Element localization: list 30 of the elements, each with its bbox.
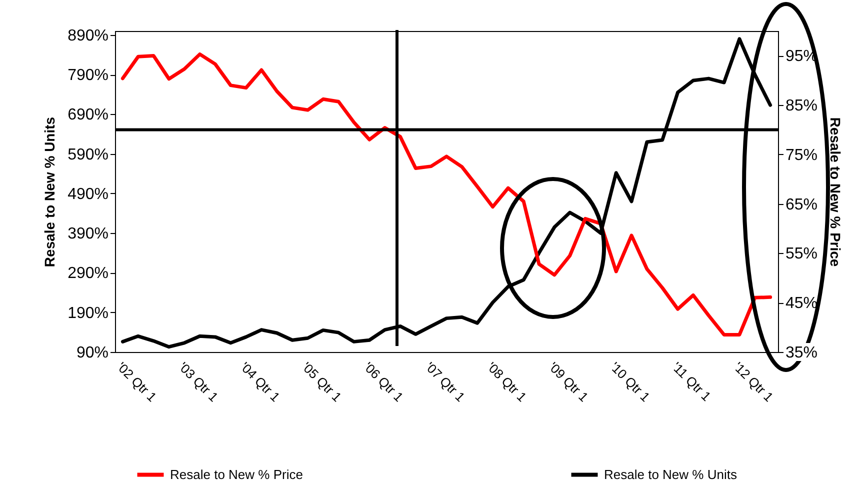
x-tick-label: '12 Qtr 1 — [730, 359, 776, 405]
y2-tick-label: 65% — [786, 196, 818, 214]
x-tick-label: '07 Qtr 1 — [422, 359, 468, 405]
x-tick-label: '06 Qtr 1 — [360, 359, 406, 405]
y-tick-label: 790% — [68, 67, 108, 84]
y-tick-label: 890% — [68, 27, 108, 44]
y-tick-label: 90% — [76, 344, 108, 362]
x-tick-label: '09 Qtr 1 — [546, 359, 592, 405]
x-tick-label: '02 Qtr 1 — [114, 359, 160, 405]
legend-label: Resale to New % Units — [604, 466, 738, 482]
y2-tick-label: 35% — [786, 344, 818, 362]
y2-tick-label: 45% — [786, 295, 818, 312]
y2-axis-title: Resale to New % Price — [828, 117, 844, 267]
x-tick-label: '10 Qtr 1 — [607, 359, 653, 405]
y-tick-label: 690% — [68, 106, 108, 124]
legend-label: Resale to New % Price — [170, 466, 303, 482]
y-tick-label: 290% — [68, 265, 108, 282]
y-tick-label: 190% — [68, 304, 108, 322]
x-tick-label: '03 Qtr 1 — [176, 359, 222, 405]
x-tick-label: '11 Qtr 1 — [669, 359, 714, 404]
y2-tick-label: 75% — [786, 146, 818, 164]
y2-tick-label: 55% — [786, 246, 818, 263]
y-axis-title: Resale to New % Units — [42, 116, 58, 268]
y-tick-label: 590% — [68, 146, 108, 164]
y-tick-label: 490% — [68, 186, 108, 203]
y2-tick-label: 85% — [786, 98, 818, 115]
x-tick-label: '08 Qtr 1 — [484, 359, 530, 405]
y-tick-label: 390% — [68, 226, 108, 243]
x-tick-label: '05 Qtr 1 — [299, 359, 345, 405]
x-tick-label: '04 Qtr 1 — [237, 359, 283, 405]
